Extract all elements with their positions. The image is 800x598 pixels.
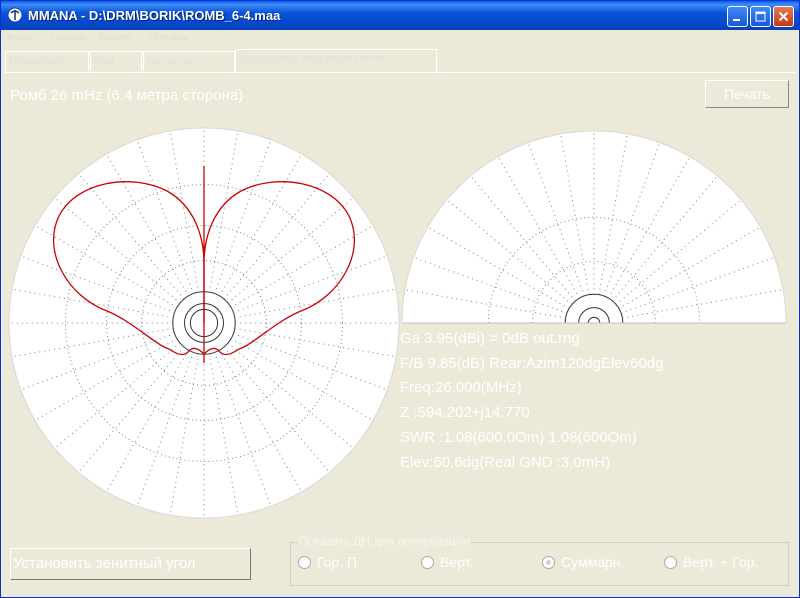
elevation-grid-spoke xyxy=(560,133,590,295)
antenna-title: Ромб 26 mHz (6.4 метра сторона) xyxy=(10,87,244,104)
menu-help[interactable]: Помощь xyxy=(149,32,188,43)
radio-vert-plus-horiz[interactable] xyxy=(664,556,677,569)
menu-file[interactable]: Файл xyxy=(7,32,32,43)
radio-horizontal-label[interactable]: Гор. П xyxy=(317,554,358,570)
menu-edit[interactable]: Правка xyxy=(51,32,85,43)
elevation-grid-spoke xyxy=(413,256,568,314)
front-back-readout: F/B 9.85(dB) Rear:Azim120dgElev60dg xyxy=(400,355,664,372)
elevation-grid-spoke xyxy=(615,199,742,305)
radio-vertical-label[interactable]: Верт. xyxy=(440,554,474,570)
maximize-button[interactable] xyxy=(750,6,771,27)
elevation-center-ring xyxy=(587,316,601,324)
elevation-grid-spoke xyxy=(427,226,570,310)
azimuth-grid-ring xyxy=(141,260,267,386)
elevation-grid-spoke xyxy=(620,256,775,314)
elevation-grid-spoke xyxy=(618,226,761,310)
print-button[interactable]: Печать xyxy=(705,80,789,108)
gain-readout: Ga 3.95(dBi) = 0dB out.rng xyxy=(400,330,580,347)
minimize-icon xyxy=(733,19,740,21)
menu-tools[interactable]: Сервис xyxy=(99,32,134,43)
radio-total-label[interactable]: Суммарн. xyxy=(561,554,625,570)
impedance-readout: Z :594.202+j14.770 xyxy=(400,404,530,421)
polarization-group-legend: Показать ДН для поляризации xyxy=(298,534,471,548)
frequency-readout: Freq:26.000(MHz) xyxy=(400,379,522,396)
elevation-center-ring xyxy=(564,293,624,324)
set-zenith-angle-button[interactable]: Установить зенитный угол xyxy=(10,548,251,580)
window-title: MMANA - D:\DRM\BORIK\ROMB_6-4.maa xyxy=(28,8,281,23)
elevation-grid-spoke xyxy=(598,133,628,295)
mmana-app-icon xyxy=(7,7,23,23)
elevation-grid-spoke xyxy=(404,289,566,319)
maximize-icon xyxy=(755,11,766,22)
elevation-grid-spoke xyxy=(527,142,585,297)
tab-patterns[interactable]: Диаграммы направленности xyxy=(235,49,437,73)
tab-panel-border xyxy=(5,72,795,73)
elevation-grid-spoke xyxy=(622,289,784,319)
swr-readout: SWR :1.08(600.0Om) 1.08(600Om) xyxy=(400,429,637,446)
radio-vert-plus-horiz-label[interactable]: Верт. + Гор. xyxy=(683,554,759,570)
elevation-grid-spoke xyxy=(607,156,691,299)
elevation-grid-spoke xyxy=(497,156,581,299)
close-button[interactable] xyxy=(773,6,794,27)
azimuth-grid-ring xyxy=(106,225,302,421)
elevation-grid-spoke xyxy=(603,142,661,297)
minimize-button[interactable] xyxy=(727,6,748,27)
tab-calculate[interactable]: Вычислить xyxy=(143,51,235,71)
radio-horizontal[interactable] xyxy=(298,556,311,569)
tab-view[interactable]: Вид xyxy=(90,51,142,71)
close-icon xyxy=(778,11,789,22)
polarization-group xyxy=(290,542,789,586)
elevation-grid-ring xyxy=(532,261,656,324)
title-bar[interactable]: MMANA - D:\DRM\BORIK\ROMB_6-4.maa xyxy=(1,1,799,30)
radio-total[interactable] xyxy=(542,556,555,569)
elevation-plot-background xyxy=(401,130,787,324)
tab-geometry[interactable]: Геометрия xyxy=(5,51,89,71)
elevation-readout: Elev:60.6dg(Real GND :3.0mH) xyxy=(400,454,611,471)
radio-vertical[interactable] xyxy=(421,556,434,569)
menu-bar: Файл Правка Сервис Помощь xyxy=(1,30,799,47)
elevation-center-ring xyxy=(578,307,610,324)
